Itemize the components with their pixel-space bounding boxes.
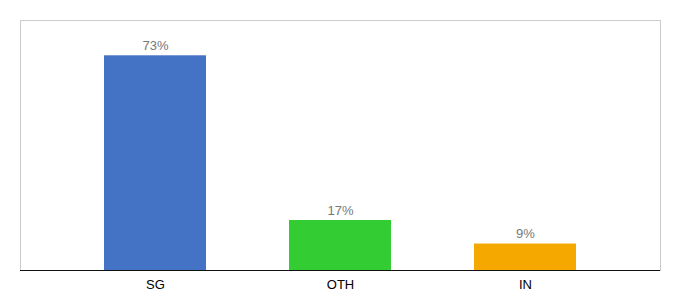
svg-text:9%: 9% [516, 226, 535, 241]
svg-text:17%: 17% [327, 203, 353, 218]
svg-text:IN: IN [519, 277, 532, 292]
svg-text:OTH: OTH [327, 277, 354, 292]
svg-text:SG: SG [146, 277, 165, 292]
svg-text:73%: 73% [142, 38, 168, 53]
